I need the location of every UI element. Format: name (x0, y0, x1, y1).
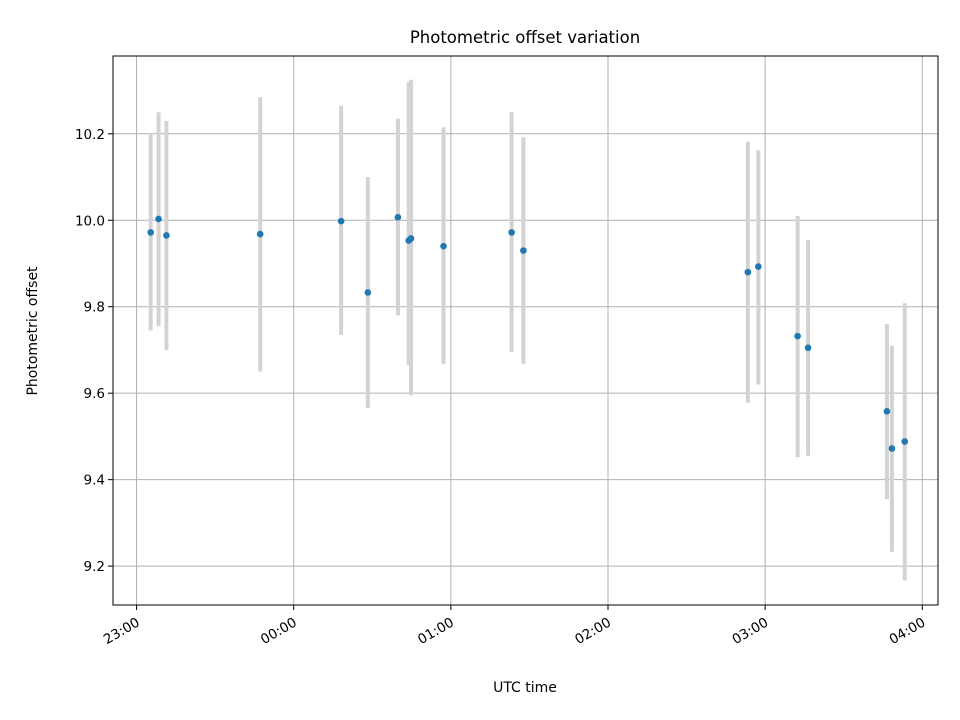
data-points (147, 213, 909, 452)
y-tick-label: 9.8 (84, 300, 105, 316)
y-tick-label: 9.2 (84, 559, 105, 575)
data-point (394, 213, 402, 221)
grid-lines (113, 56, 938, 605)
data-point (440, 242, 447, 250)
y-tick-label: 9.4 (84, 473, 105, 489)
chart-title: Photometric offset variation (410, 28, 640, 47)
data-point (508, 229, 515, 236)
x-axis-label: UTC time (493, 680, 557, 696)
data-point (256, 230, 264, 238)
data-point (744, 268, 752, 276)
data-point (147, 229, 155, 236)
data-point (155, 215, 162, 223)
y-tick-label: 10.0 (75, 213, 105, 229)
data-point (901, 438, 909, 445)
data-point (794, 332, 801, 340)
data-point (883, 408, 891, 415)
y-tick-label: 10.2 (75, 127, 105, 143)
data-point (337, 217, 345, 225)
data-point (520, 247, 527, 254)
data-point (888, 445, 896, 452)
data-point (755, 263, 762, 270)
y-axis: 9.2 9.4 9.6 9.8 10.0 10.2 (75, 127, 113, 575)
y-axis-label: Photometric offset (25, 266, 41, 396)
data-point (804, 344, 812, 352)
data-point (163, 232, 170, 239)
data-point (407, 235, 415, 242)
data-point (364, 289, 372, 296)
y-tick-label: 9.6 (84, 386, 105, 402)
plot-frame (112, 55, 939, 606)
